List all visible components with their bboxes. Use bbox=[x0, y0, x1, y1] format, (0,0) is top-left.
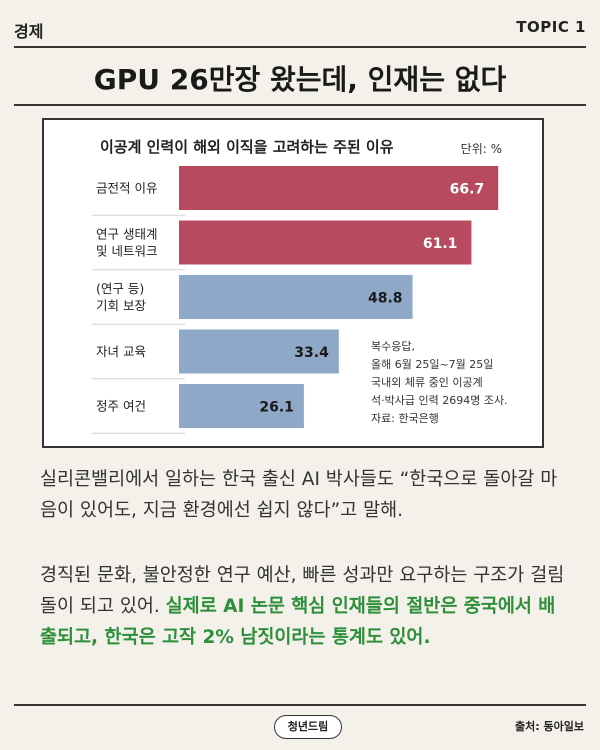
bar-4 bbox=[179, 329, 339, 374]
chart-panel: 이공계 인력이 해외 이직을 고려하는 주된 이유 단위: % 금전적 이유 66… bbox=[42, 118, 544, 448]
body-paragraph-2-text: 경직된 문화, 불안정한 연구 예산, 빠른 성과만 요구하는 구조가 걸림돌이… bbox=[40, 565, 565, 617]
chart-title: 이공계 인력이 해외 이직을 고려하는 주된 이유 bbox=[100, 138, 394, 156]
category-label-2-1: 연구 생태계 bbox=[96, 227, 157, 242]
category-label-3-1: (연구 등) bbox=[96, 281, 144, 296]
bar-2 bbox=[179, 220, 472, 265]
category-label-2-2: 및 네트워크 bbox=[96, 244, 157, 259]
value-label-1: 66.7 bbox=[450, 182, 485, 198]
brand-logo: 청년드림 bbox=[274, 715, 342, 739]
bar-3 bbox=[179, 275, 413, 319]
source-credit: 출처: 동아일보 bbox=[515, 720, 584, 733]
chart-note-line-5: 자료: 한국은행 bbox=[371, 412, 439, 425]
headline: GPU 26만장 왔는데, 인재는 없다 bbox=[93, 63, 507, 96]
chart-note-line-4: 석·박사급 인력 2694명 조사. bbox=[371, 394, 508, 407]
value-label-4: 33.4 bbox=[294, 345, 329, 361]
bar-5 bbox=[179, 384, 304, 428]
body-highlight: 실제로 AI 논문 핵심 인재들의 절반은 중국에서 배출되고, 한국은 고작 … bbox=[40, 596, 556, 648]
footer-divider bbox=[14, 704, 586, 706]
body-paragraph-2: 경직된 문화, 불안정한 연구 예산, 빠른 성과만 요구하는 구조가 걸림돌이… bbox=[40, 560, 570, 653]
chart-note-line-3: 국내외 체류 중인 이공계 bbox=[371, 376, 483, 389]
chart-note-line-2: 올해 6월 25일~7월 25일 bbox=[371, 358, 494, 371]
chart-unit: 단위: % bbox=[460, 142, 502, 156]
category-label-5: 정주 여건 bbox=[96, 399, 146, 414]
topic-label: TOPIC 1 bbox=[516, 18, 586, 36]
category-label-3-2: 기회 보장 bbox=[96, 298, 146, 313]
body-paragraph-1: 실리콘밸리에서 일하는 한국 출신 AI 박사들도 “한국으로 돌아갈 마음이 … bbox=[40, 469, 558, 521]
value-label-5: 26.1 bbox=[259, 400, 294, 416]
section-label: 경제 bbox=[14, 22, 44, 41]
chart-note-line-1: 복수응답, bbox=[371, 340, 415, 353]
category-label-1: 금전적 이유 bbox=[96, 181, 157, 196]
headline-divider bbox=[14, 104, 586, 106]
value-label-2: 61.1 bbox=[423, 236, 458, 252]
value-label-3: 48.8 bbox=[368, 291, 403, 307]
bar-1 bbox=[179, 166, 499, 210]
category-label-4: 자녀 교육 bbox=[96, 344, 146, 359]
top-divider bbox=[14, 46, 586, 48]
top-bar: 경제 TOPIC 1 bbox=[14, 14, 586, 42]
